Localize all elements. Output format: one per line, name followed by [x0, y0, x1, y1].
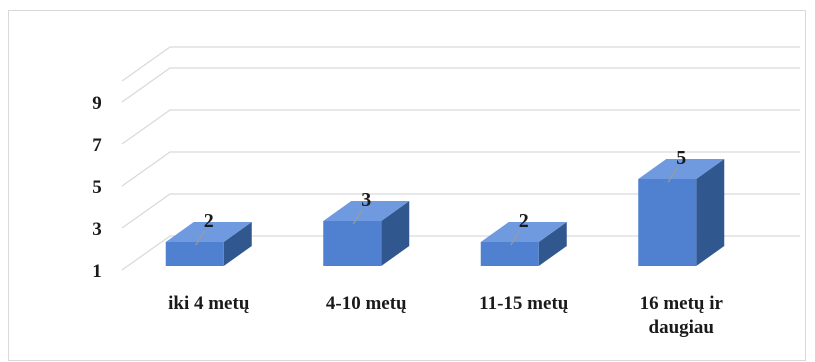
bar-side [381, 201, 410, 266]
data-label-leader [510, 230, 521, 246]
bar-side [538, 222, 567, 266]
gridlines [121, 46, 800, 271]
gridline [121, 235, 800, 271]
gridline [121, 151, 800, 187]
category-label: 16 metų ir daugiau [640, 293, 724, 338]
bar [638, 159, 725, 266]
data-label: 2 [204, 210, 214, 232]
y-tick-label: 3 [92, 219, 102, 240]
bar [480, 222, 567, 266]
bar-side [223, 222, 252, 266]
data-labels: 2 3 2 5 [195, 147, 686, 246]
gridline [121, 193, 800, 229]
bar-front [323, 221, 382, 266]
bar-front [480, 242, 539, 266]
data-label: 5 [676, 147, 686, 169]
gridline [121, 109, 800, 145]
y-tick-label: 9 [92, 93, 102, 114]
y-axis-ticks: 1 3 5 7 9 [92, 93, 102, 282]
data-label: 2 [519, 210, 529, 232]
data-label-leader [195, 230, 206, 246]
bar [323, 201, 410, 266]
data-label-leader [667, 167, 678, 183]
gridline [121, 46, 800, 82]
category-label: 11-15 metų [479, 293, 569, 314]
x-axis-categories: iki 4 metų 4-10 metų 11-15 metų 16 metų ir d… [168, 293, 723, 338]
bar-top [480, 222, 567, 242]
bar-front [165, 242, 224, 266]
bar-top [638, 159, 725, 179]
y-tick-label: 7 [92, 135, 102, 156]
data-label: 3 [361, 189, 371, 211]
bar-side [696, 159, 725, 266]
bar-front [638, 179, 697, 266]
category-label: 4-10 metų [326, 293, 407, 314]
bars [165, 159, 725, 266]
data-label-leader [352, 209, 363, 225]
bar-top [323, 201, 410, 221]
bar [165, 222, 252, 266]
y-tick-label: 5 [92, 177, 102, 198]
gridline [121, 67, 800, 103]
y-tick-label: 1 [92, 261, 102, 282]
category-label: iki 4 metų [168, 293, 250, 314]
bar-top [165, 222, 252, 242]
